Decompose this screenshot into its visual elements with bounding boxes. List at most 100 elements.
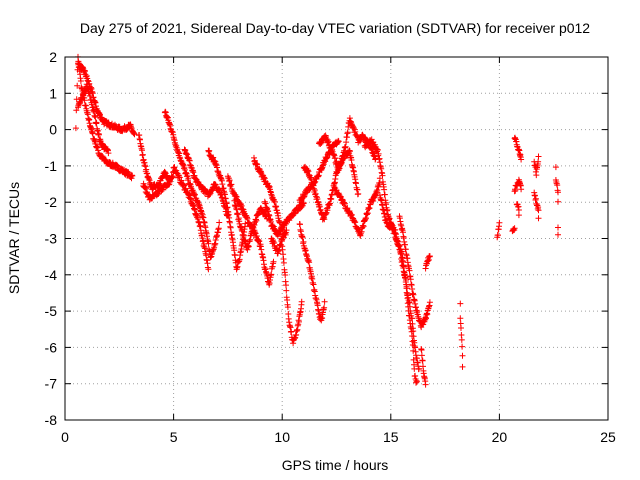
- data-point: [458, 336, 465, 343]
- data-point: [216, 219, 223, 226]
- data-point: [283, 282, 289, 289]
- data-point: [426, 299, 433, 306]
- data-point: [403, 277, 409, 283]
- data-point: [515, 212, 522, 219]
- data-point: [89, 130, 96, 137]
- data-point: [459, 352, 466, 359]
- data-point: [555, 198, 561, 205]
- data-point: [413, 378, 420, 385]
- y-tick-label: -3: [45, 231, 58, 247]
- data-point: [344, 129, 351, 136]
- data-point: [205, 266, 212, 273]
- data-point: [458, 325, 464, 331]
- data-point: [459, 343, 466, 350]
- data-point: [129, 172, 136, 179]
- data-point: [495, 232, 501, 239]
- data-point: [300, 200, 307, 207]
- chart-title: Day 275 of 2021, Sidereal Day-to-day VTE…: [80, 20, 590, 36]
- data-point: [515, 207, 522, 213]
- x-tick-label: 10: [274, 429, 290, 445]
- data-points: [72, 53, 561, 388]
- x-axis-label: GPS time / hours: [282, 457, 389, 473]
- data-point: [511, 225, 518, 232]
- data-point: [409, 286, 416, 292]
- y-axis-label: SDTVAR / TECUs: [6, 182, 22, 294]
- data-point: [409, 333, 416, 339]
- data-point: [283, 227, 290, 234]
- x-tick-label: 20: [492, 429, 508, 445]
- data-point: [185, 175, 192, 182]
- plot-frame: [64, 56, 609, 421]
- data-point: [131, 131, 138, 138]
- data-point: [77, 78, 84, 84]
- data-point: [512, 187, 519, 194]
- data-point: [535, 207, 542, 214]
- data-point: [268, 271, 275, 278]
- data-point: [533, 172, 540, 179]
- data-point: [200, 237, 207, 244]
- y-tick-label: -5: [45, 303, 58, 319]
- data-point: [93, 119, 100, 126]
- y-tick-label: -8: [45, 412, 58, 428]
- data-point: [306, 259, 313, 266]
- y-tick-label: 0: [49, 122, 57, 138]
- data-point: [555, 231, 561, 238]
- y-tick-label: -1: [45, 158, 58, 174]
- y-tick-label: 1: [49, 85, 57, 101]
- data-point: [552, 164, 559, 171]
- data-point: [374, 147, 381, 153]
- data-point: [535, 158, 542, 165]
- data-point: [92, 114, 99, 121]
- y-tick-label: -6: [45, 339, 58, 355]
- data-point: [321, 304, 328, 311]
- x-axis: 0 5 10 15 20 25: [61, 57, 616, 445]
- data-point: [406, 267, 413, 274]
- data-point: [555, 189, 561, 196]
- x-tick-label: 15: [383, 429, 399, 445]
- data-point: [139, 151, 146, 158]
- data-point: [355, 190, 362, 197]
- data-point: [215, 225, 222, 232]
- data-point: [376, 175, 383, 182]
- data-point: [335, 138, 342, 145]
- data-point: [296, 318, 302, 325]
- data-point: [74, 82, 81, 89]
- data-point: [73, 107, 80, 114]
- data-point: [105, 150, 112, 157]
- data-point: [459, 363, 466, 370]
- data-point: [426, 253, 433, 260]
- data-point: [457, 300, 464, 307]
- data-point: [398, 248, 405, 255]
- data-point: [418, 347, 425, 353]
- data-point: [310, 281, 317, 288]
- data-point: [297, 221, 303, 228]
- data-point: [535, 153, 542, 160]
- data-point: [166, 181, 173, 188]
- data-point: [410, 347, 417, 354]
- data-point: [409, 342, 416, 348]
- data-point: [554, 182, 561, 189]
- data-point: [288, 328, 295, 335]
- data-point: [280, 259, 287, 266]
- data-point: [532, 195, 539, 202]
- y-tick-label: -4: [45, 267, 58, 283]
- data-point: [284, 304, 291, 311]
- data-point: [253, 217, 260, 224]
- data-point: [422, 381, 429, 388]
- data-point: [496, 219, 503, 226]
- data-point: [321, 298, 328, 305]
- y-tick-label: -7: [45, 376, 58, 392]
- data-point: [343, 139, 350, 146]
- x-tick-label: 0: [61, 429, 69, 445]
- data-point: [407, 276, 414, 283]
- data-point: [270, 258, 277, 265]
- x-tick-label: 5: [170, 429, 178, 445]
- data-point: [379, 172, 386, 179]
- data-point: [457, 315, 464, 322]
- data-point: [518, 186, 525, 193]
- data-point: [375, 150, 382, 157]
- data-point: [298, 298, 305, 305]
- data-point: [245, 243, 252, 250]
